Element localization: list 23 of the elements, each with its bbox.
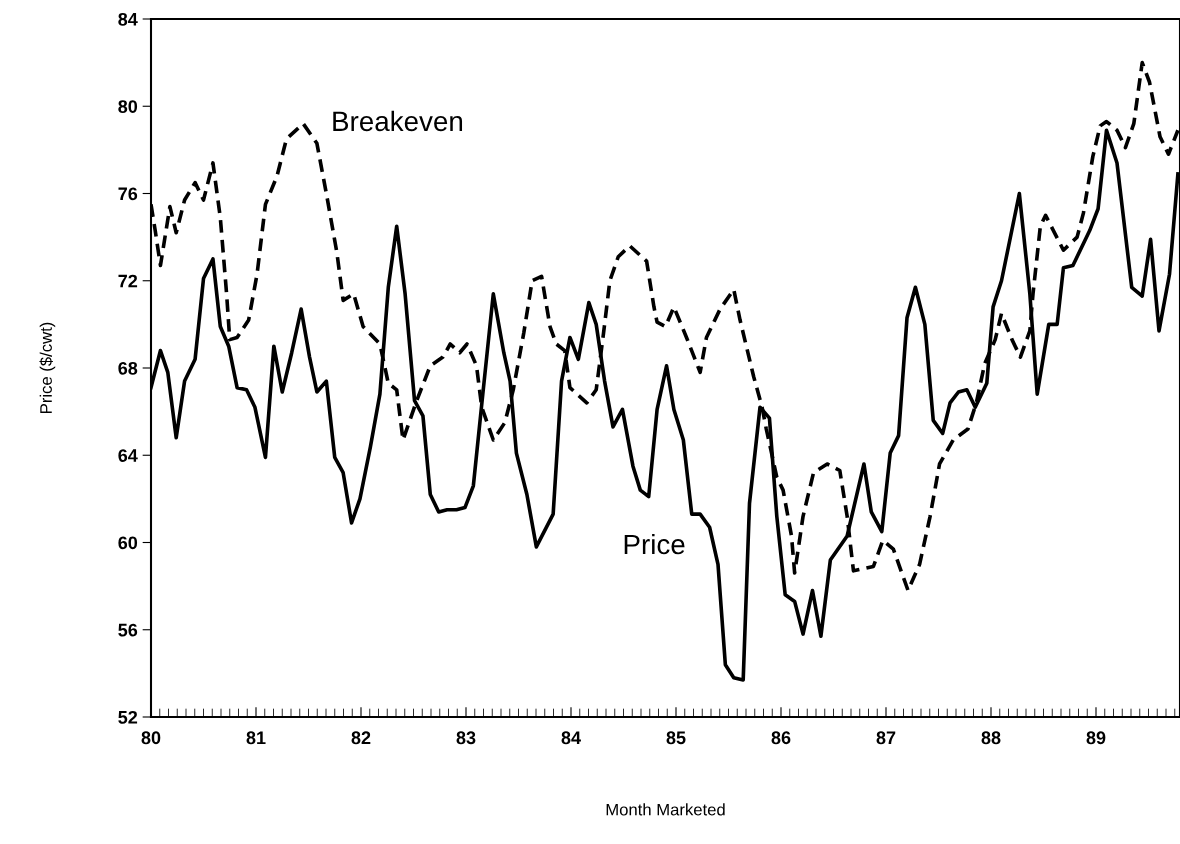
y-tick-label: 56 xyxy=(118,623,138,637)
x-tick-label: 86 xyxy=(771,731,791,745)
x-tick-label: 87 xyxy=(876,731,896,745)
y-tick-label: 72 xyxy=(118,274,138,288)
y-tick-label: 64 xyxy=(118,449,138,462)
x-tick-label: 83 xyxy=(456,731,476,745)
series-label: Breakeven xyxy=(333,110,463,132)
x-tick-label: 84 xyxy=(561,731,581,745)
x-tick-label: 80 xyxy=(141,731,161,745)
y-tick-label: 60 xyxy=(118,536,138,550)
x-tick-label: 89 xyxy=(1086,731,1106,745)
x-tick-label: 81 xyxy=(246,731,266,745)
x-axis-title: Month Marketed xyxy=(606,803,725,816)
x-tick-label: 85 xyxy=(666,731,686,745)
y-tick-label: 80 xyxy=(118,100,138,113)
y-axis-title: Price ($/cwt) xyxy=(39,322,56,413)
x-tick-label: 88 xyxy=(981,731,1001,745)
x-tick-label: 82 xyxy=(351,731,371,745)
series-label: Price xyxy=(624,533,685,555)
y-tick-label: 84 xyxy=(118,12,138,26)
y-tick-label: 68 xyxy=(118,361,138,375)
y-tick-label: 52 xyxy=(118,710,138,724)
y-tick-label: 76 xyxy=(118,187,138,201)
